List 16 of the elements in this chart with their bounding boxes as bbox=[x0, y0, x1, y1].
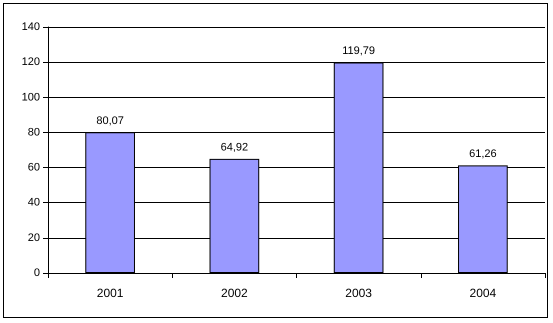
data-label: 61,26 bbox=[469, 148, 497, 160]
x-tick-label: 2004 bbox=[470, 286, 497, 300]
x-tick-label: 2001 bbox=[96, 286, 124, 300]
data-label: 119,79 bbox=[342, 45, 376, 58]
y-tick-label: 40 bbox=[28, 196, 40, 209]
y-tick-label: 20 bbox=[28, 232, 40, 244]
y-tick-label: 140 bbox=[22, 21, 40, 33]
y-tick-label: 60 bbox=[28, 162, 40, 174]
data-label: 80,07 bbox=[96, 114, 124, 127]
y-tick-label: 100 bbox=[22, 91, 40, 104]
x-tick-label: 2003 bbox=[345, 286, 372, 300]
y-tick-label: 120 bbox=[22, 56, 40, 68]
y-tick-label: 80 bbox=[28, 126, 40, 138]
x-tick-label: 2002 bbox=[221, 286, 248, 300]
y-tick-label: 0 bbox=[34, 267, 40, 279]
data-label: 64,92 bbox=[220, 141, 248, 154]
